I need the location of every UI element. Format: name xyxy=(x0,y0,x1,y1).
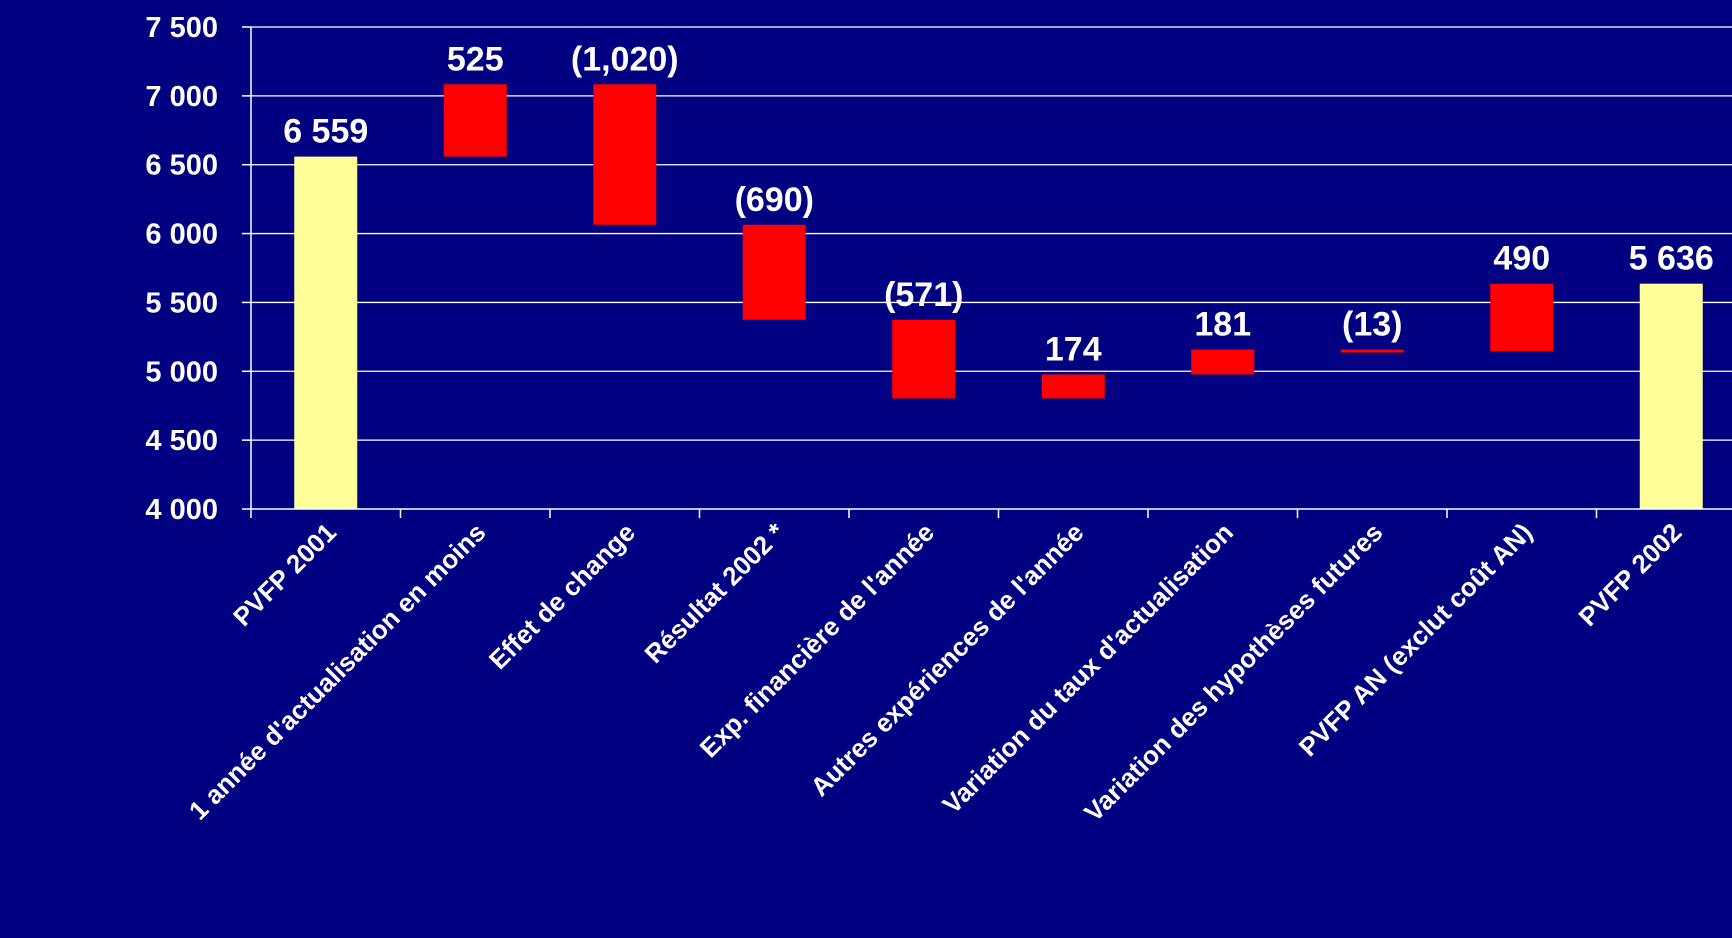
y-tick-label: 6 500 xyxy=(145,150,218,182)
data-label: (13) xyxy=(1342,306,1402,344)
data-label: (1,020) xyxy=(571,40,679,78)
change-bar xyxy=(1340,349,1404,353)
change-bar xyxy=(892,319,956,399)
x-category-label: Variation du taux d'actualisation xyxy=(937,517,1239,819)
x-category-label: Effet de change xyxy=(483,517,641,675)
x-category-label: Autres expériences de l'année xyxy=(804,517,1089,802)
y-tick-label: 6 000 xyxy=(145,219,218,251)
x-category-label: PVFP 2002 xyxy=(1573,517,1688,632)
bars-group xyxy=(294,84,1703,509)
data-label: 6 559 xyxy=(283,113,368,151)
x-category-label: 1 année d'actualisation en moins xyxy=(183,517,492,826)
data-label: 490 xyxy=(1493,240,1550,278)
x-category-label: Résultat 2002 * xyxy=(638,516,791,669)
axes-group xyxy=(242,26,1732,518)
data-label: (690) xyxy=(735,181,814,219)
y-tick-labels: 4 000 4 500 5 000 5 500 6 000 6 500 7 000 7 500 xyxy=(145,12,218,526)
total-bar xyxy=(294,156,358,509)
y-tick-label: 4 000 xyxy=(145,494,218,526)
x-category-label: Exp. financière de l'année xyxy=(694,517,940,763)
data-label: 5 636 xyxy=(1629,240,1714,278)
y-tick-label: 7 500 xyxy=(145,12,218,44)
change-bar xyxy=(443,84,507,157)
y-tick-label: 5 500 xyxy=(145,287,218,319)
change-bar xyxy=(1191,349,1255,375)
data-label: (571) xyxy=(884,276,963,314)
change-bar xyxy=(742,224,806,320)
data-label: 174 xyxy=(1045,330,1102,368)
y-tick-label: 7 000 xyxy=(145,81,218,113)
data-label: 525 xyxy=(447,40,504,78)
y-tick-label: 4 500 xyxy=(145,425,218,457)
change-bar xyxy=(593,84,657,225)
data-labels: 6 559 525 (1,020) (690) (571) 174 181 (13) 490 5 … xyxy=(283,40,1714,368)
x-category-label: PVFP 2001 xyxy=(227,517,342,632)
data-label: 181 xyxy=(1194,306,1251,344)
total-bar xyxy=(1639,283,1703,509)
x-category-label: Variation des hypothèses futures xyxy=(1078,517,1388,827)
change-bar xyxy=(1490,283,1554,352)
y-tick-label: 5 000 xyxy=(145,356,218,388)
change-bar xyxy=(1041,374,1105,399)
